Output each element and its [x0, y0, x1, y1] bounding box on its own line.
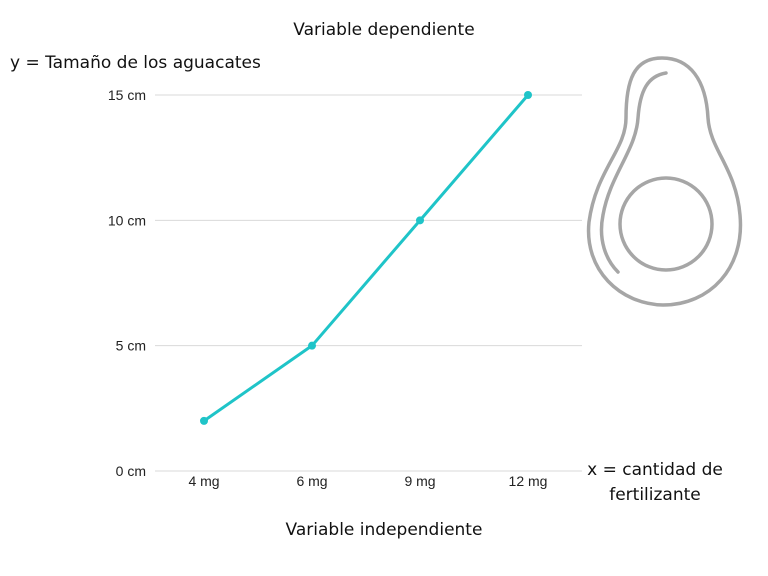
y-tick-label: 5 cm: [116, 338, 146, 354]
data-point: [524, 91, 532, 99]
dependent-variable-title: Variable dependiente: [293, 20, 475, 40]
x-axis-label-line2: fertilizante: [609, 485, 701, 505]
data-point: [416, 216, 424, 225]
y-axis-label: y = Tamaño de los aguacates: [10, 53, 261, 73]
series-line: [203, 94, 530, 423]
x-tick-label: 12 mg: [509, 473, 548, 489]
data-point: [200, 416, 208, 425]
x-axis-label: x = cantidad de fertilizante: [575, 458, 735, 508]
x-tick-label: 9 mg: [404, 473, 435, 489]
y-tick-label: 10 cm: [108, 212, 146, 228]
x-axis-label-line1: x = cantidad de: [587, 460, 723, 480]
independent-variable-title: Variable independiente: [285, 520, 483, 540]
y-tick-label: 0 cm: [116, 463, 146, 479]
x-tick-label: 6 mg: [296, 473, 327, 489]
data-point: [308, 341, 316, 350]
x-tick-label: 4 mg: [188, 473, 219, 489]
y-tick-label: 15 cm: [108, 87, 146, 103]
